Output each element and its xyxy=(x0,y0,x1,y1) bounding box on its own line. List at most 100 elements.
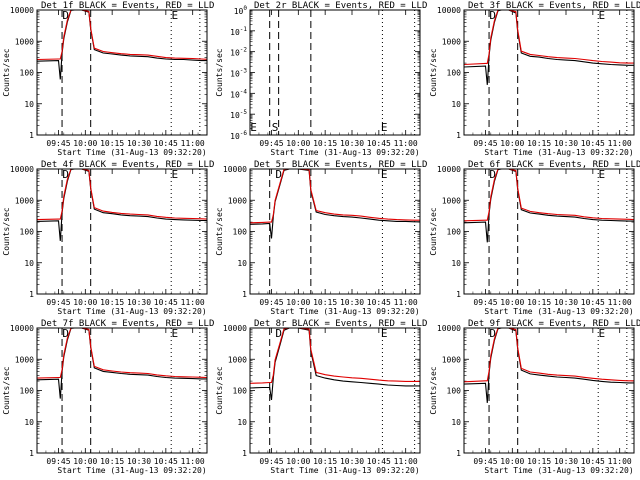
x-axis-label: Start Time (31-Aug-13 09:32:20) xyxy=(484,307,633,316)
x-tick-label: 11:00 xyxy=(181,298,205,307)
panel-title: Det 4f BLACK = Events, RED = LLD xyxy=(41,160,214,170)
x-axis-label: Start Time (31-Aug-13 09:32:20) xyxy=(484,466,633,475)
x-tick-label: 10:45 xyxy=(154,139,178,148)
x-tick-label: 10:00 xyxy=(286,298,310,307)
series-lld-line xyxy=(36,327,208,379)
flag-marker: E xyxy=(381,168,388,181)
y-tick-label: 1000 xyxy=(442,355,461,364)
y-tick-label: 1000 xyxy=(15,37,34,46)
x-tick-label: 10:00 xyxy=(286,139,310,148)
x-tick-label: 09:45 xyxy=(259,298,283,307)
x-tick-label: 10:00 xyxy=(73,457,97,466)
x-tick-label: 10:15 xyxy=(100,139,124,148)
y-tick-label: 1000 xyxy=(228,196,247,205)
y-tick-label: 100 xyxy=(233,228,248,237)
x-tick-label: 10:45 xyxy=(367,298,391,307)
panel-title: Det 1f BLACK = Events, RED = LLD xyxy=(41,1,214,11)
y-tick-label: 100 xyxy=(447,228,462,237)
series-lld-line xyxy=(249,168,420,224)
y-tick-label: 10000 xyxy=(10,324,34,333)
x-tick-label: 10:00 xyxy=(500,298,524,307)
y-tick-label: 10 xyxy=(451,259,461,268)
y-axis-label: Counts/sec xyxy=(215,366,224,414)
flag-marker: D xyxy=(275,327,282,340)
y-axis-label: Counts/sec xyxy=(215,48,224,96)
x-tick-label: 09:45 xyxy=(473,139,497,148)
x-tick-label: 10:45 xyxy=(581,457,605,466)
flag-marker: D xyxy=(489,168,496,181)
x-tick-label: 10:30 xyxy=(554,298,578,307)
panel-title: Det 8r BLACK = Events, RED = LLD xyxy=(254,319,427,329)
y-tick-label: 1000 xyxy=(15,355,34,364)
x-tick-label: 10:00 xyxy=(73,298,97,307)
x-tick-label: 09:45 xyxy=(473,457,497,466)
x-tick-label: 09:45 xyxy=(46,298,70,307)
x-axis-label: Start Time (31-Aug-13 09:32:20) xyxy=(270,466,419,475)
y-tick-label: 10-1 xyxy=(230,26,247,37)
plot-frame xyxy=(463,327,635,454)
panel-5: Det 5r BLACK = Events, RED = LLD Counts/s… xyxy=(215,160,427,316)
panel-6: Det 6f BLACK = Events, RED = LLD Counts/s… xyxy=(429,160,640,316)
x-tick-label: 10:00 xyxy=(500,139,524,148)
y-axis-label: Counts/sec xyxy=(215,207,224,255)
y-tick-label: 1 xyxy=(29,290,34,299)
panel-9: Det 9f BLACK = Events, RED = LLD Counts/s… xyxy=(429,319,640,475)
plot-frame xyxy=(463,168,635,295)
x-tick-label: 10:00 xyxy=(500,457,524,466)
y-tick-label: 10 xyxy=(451,418,461,427)
x-tick-label: 10:15 xyxy=(527,139,551,148)
y-tick-label: 100 xyxy=(447,387,462,396)
x-tick-label: 10:00 xyxy=(286,457,310,466)
y-tick-label: 10 xyxy=(24,259,34,268)
x-axis-label: Start Time (31-Aug-13 09:32:20) xyxy=(484,148,633,157)
y-tick-label: 10-3 xyxy=(230,68,247,79)
panel-3: Det 3f BLACK = Events, RED = LLD Counts/s… xyxy=(429,1,640,157)
y-axis-label: Counts/sec xyxy=(2,48,11,96)
x-tick-label: 10:30 xyxy=(127,298,151,307)
panel-1: Det 1f BLACK = Events, RED = LLD Counts/s… xyxy=(2,1,214,157)
y-tick-label: 1000 xyxy=(228,355,247,364)
x-tick-label: 11:00 xyxy=(608,139,632,148)
y-tick-label: 10 xyxy=(237,418,247,427)
x-tick-label: 09:45 xyxy=(259,139,283,148)
panel-title: Det 9f BLACK = Events, RED = LLD xyxy=(468,319,640,329)
y-tick-label: 100 xyxy=(233,387,248,396)
x-axis-label: Start Time (31-Aug-13 09:32:20) xyxy=(270,148,419,157)
x-tick-label: 11:00 xyxy=(394,457,418,466)
y-tick-label: 1000 xyxy=(442,196,461,205)
x-tick-label: 10:30 xyxy=(340,298,364,307)
x-tick-label: 10:30 xyxy=(554,457,578,466)
y-tick-label: 100 xyxy=(447,69,462,78)
y-tick-label: 10-6 xyxy=(230,130,247,141)
x-tick-label: 10:45 xyxy=(367,457,391,466)
x-tick-label: 09:45 xyxy=(259,457,283,466)
y-axis-label: Counts/sec xyxy=(429,366,438,414)
flag-marker: S xyxy=(272,121,279,134)
panel-7: Det 7f BLACK = Events, RED = LLD Counts/s… xyxy=(2,319,214,475)
flag-marker: D xyxy=(62,168,69,181)
x-tick-label: 10:45 xyxy=(581,139,605,148)
panel-4: Det 4f BLACK = Events, RED = LLD Counts/s… xyxy=(2,160,214,316)
series-lld-line xyxy=(36,9,208,61)
x-tick-label: 10:15 xyxy=(313,139,337,148)
plot-frame xyxy=(249,9,421,136)
y-tick-label: 1 xyxy=(242,449,247,458)
plot-frame xyxy=(249,327,421,454)
flag-marker: E xyxy=(381,121,388,134)
flag-marker: D xyxy=(275,168,282,181)
y-tick-label: 1 xyxy=(456,290,461,299)
flag-marker: E xyxy=(171,9,178,22)
x-axis-label: Start Time (31-Aug-13 09:32:20) xyxy=(57,148,206,157)
y-axis-label: Counts/sec xyxy=(2,207,11,255)
x-tick-label: 10:15 xyxy=(313,457,337,466)
flag-marker: E xyxy=(171,168,178,181)
y-tick-label: 100 xyxy=(234,5,248,16)
x-tick-label: 10:00 xyxy=(73,139,97,148)
panel-title: Det 5r BLACK = Events, RED = LLD xyxy=(254,160,427,170)
x-tick-label: 10:15 xyxy=(100,298,124,307)
flag-marker: E xyxy=(598,168,605,181)
plot-frame xyxy=(36,327,208,454)
y-tick-label: 1 xyxy=(29,131,34,140)
x-tick-label: 11:00 xyxy=(181,139,205,148)
